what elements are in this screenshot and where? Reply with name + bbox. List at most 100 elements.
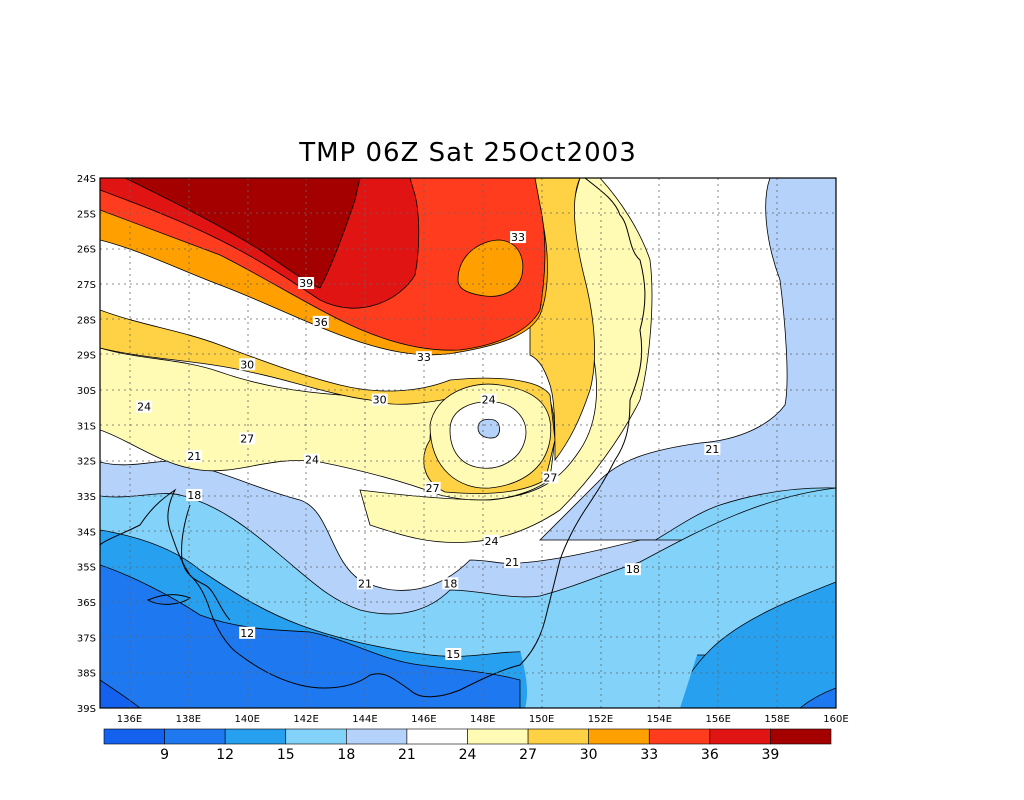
colorbar-swatch [588, 728, 650, 745]
colorbar-swatch [770, 728, 832, 745]
colorbar-swatch [285, 728, 347, 745]
lat-tick-label: 31S [77, 421, 96, 432]
contour-label: 18 [186, 489, 203, 502]
svg-text:18: 18 [443, 577, 457, 590]
colorbar-label: 15 [277, 747, 295, 763]
lat-tick-label: 34S [77, 527, 96, 538]
lon-tick-label: 144E [352, 714, 377, 725]
contour-label: 21 [504, 556, 521, 569]
lon-tick-label: 152E [588, 714, 613, 725]
contour-label: 18 [624, 563, 641, 576]
lat-tick-label: 28S [77, 315, 96, 326]
lat-tick-label: 29S [77, 351, 96, 362]
lon-tick-label: 136E [117, 714, 142, 725]
svg-text:27: 27 [543, 471, 557, 484]
svg-text:30: 30 [240, 358, 254, 371]
latitude-axis: 24S 25S 26S 27S 28S 29S 30S 31S 32S 33S 34S 35S 36S 3… [77, 174, 96, 715]
contour-label: 12 [239, 626, 256, 640]
contour-label: 36 [312, 315, 329, 329]
colorbar-label: 36 [701, 747, 719, 763]
svg-text:21: 21 [358, 577, 372, 590]
svg-text:24: 24 [482, 394, 496, 407]
lat-tick-label: 39S [77, 704, 96, 715]
svg-text:12: 12 [240, 627, 254, 640]
contour-labels: 39 36 33 33 30 30 24 24 27 27 27 24 21 21 18 24 21 21 18 18… [136, 231, 721, 661]
contour-label: 24 [480, 393, 497, 407]
colorbar-label: 18 [337, 747, 355, 763]
lat-tick-label: 33S [77, 492, 96, 503]
colorbar-swatch [164, 728, 226, 745]
svg-text:27: 27 [240, 432, 254, 445]
colorbar-swatch [527, 728, 589, 745]
plot-frame [99, 177, 837, 709]
lat-tick-label: 25S [77, 209, 96, 220]
lat-tick-label: 32S [77, 457, 96, 468]
coastline [100, 178, 646, 698]
colorbar-swatch [648, 728, 711, 745]
svg-text:18: 18 [187, 489, 201, 502]
lon-tick-label: 154E [647, 714, 672, 725]
colorbar-label: 21 [398, 747, 416, 763]
colorbar-label: 39 [762, 747, 780, 763]
svg-text:27: 27 [426, 482, 440, 495]
lon-tick-label: 140E [234, 714, 259, 725]
svg-text:33: 33 [511, 231, 525, 244]
coastline-kangaroo-island [146, 594, 192, 605]
lon-tick-label: 150E [529, 714, 554, 725]
band-42 [124, 178, 361, 289]
lat-tick-label: 27S [77, 280, 96, 291]
lon-tick-label: 156E [706, 714, 731, 725]
colorbar-label: 24 [459, 747, 477, 763]
contour-label: 15 [445, 648, 462, 661]
colorbar-swatch [709, 728, 771, 745]
map-title: TMP 06Z Sat 25Oct2003 [299, 138, 637, 168]
band-18-south [520, 646, 700, 708]
contour-label: 33 [415, 351, 432, 364]
lat-tick-label: 38S [77, 669, 96, 680]
colorbar-swatch [467, 728, 529, 745]
contour-label: 18 [442, 577, 459, 590]
colorbar-label: 9 [160, 747, 169, 763]
svg-text:21: 21 [187, 450, 201, 463]
colorbar-label: 33 [640, 747, 658, 763]
contour-label: 33 [510, 231, 527, 244]
contour-label: 27 [239, 432, 256, 445]
colorbar-swatch [346, 728, 408, 745]
colorbar-swatch [103, 728, 165, 745]
lon-tick-label: 146E [411, 714, 436, 725]
contour-label: 30 [371, 393, 388, 407]
colorbar-label: 30 [580, 747, 598, 763]
lat-tick-label: 24S [77, 174, 96, 185]
svg-text:33: 33 [417, 351, 431, 364]
band-12-east [799, 687, 836, 708]
band-12 [100, 564, 521, 708]
svg-text:36: 36 [314, 316, 328, 329]
contour-label: 24 [303, 453, 320, 467]
contour-label: 27 [542, 471, 559, 484]
svg-text:21: 21 [505, 556, 519, 569]
colorbar-label: 12 [216, 747, 234, 763]
lon-tick-label: 148E [470, 714, 495, 725]
colorbar-swatch [406, 728, 468, 745]
svg-text:24: 24 [305, 454, 319, 467]
gridlines [100, 178, 836, 708]
svg-text:15: 15 [446, 648, 460, 661]
contour-label: 21 [186, 450, 203, 463]
contour-label: 24 [136, 400, 153, 414]
band-33-island [457, 239, 524, 297]
contour-label: 21 [704, 443, 721, 456]
contour-label: 27 [424, 481, 441, 495]
svg-text:24: 24 [485, 535, 499, 548]
contour-label: 24 [483, 534, 500, 548]
lon-tick-label: 138E [176, 714, 201, 725]
contour-label: 21 [356, 577, 373, 590]
band-21-center [477, 418, 500, 439]
lat-tick-label: 30S [77, 386, 96, 397]
filled-contours [100, 178, 836, 708]
svg-text:39: 39 [299, 277, 313, 290]
lon-tick-label: 160E [823, 714, 848, 725]
lat-tick-label: 37S [77, 633, 96, 644]
colorbar-swatch [224, 728, 287, 745]
lon-tick-label: 158E [764, 714, 789, 725]
